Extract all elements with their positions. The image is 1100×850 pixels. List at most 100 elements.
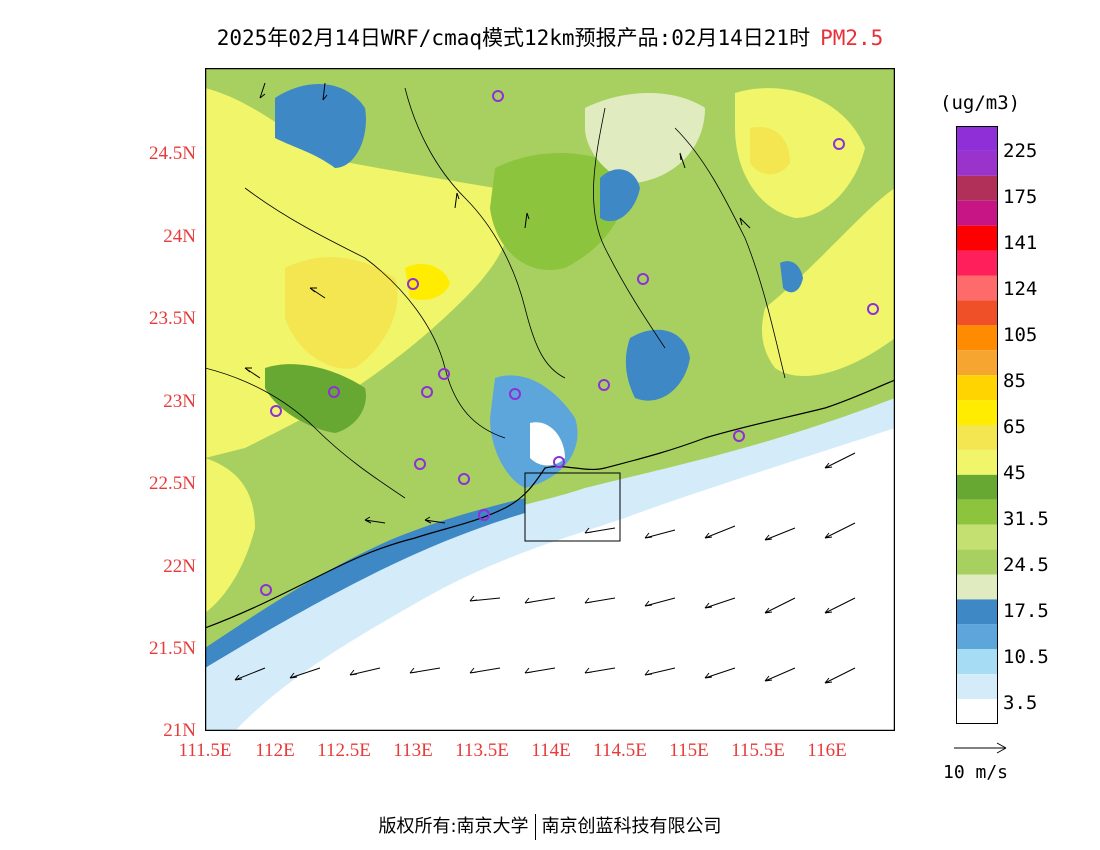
green-mid-1: [490, 153, 627, 270]
colorbar-label: 175: [1003, 186, 1038, 208]
ocean-white: [235, 428, 895, 731]
lon-label: 116E: [807, 740, 847, 761]
colorbar-swatch: [957, 649, 997, 675]
city-marker: [553, 456, 565, 468]
colorbar-label: 31.5: [1003, 508, 1049, 530]
map-title: 2025年02月14日WRF/cmaq模式12km预报产品:02月14日21时 P…: [0, 22, 1100, 52]
city-marker: [478, 509, 490, 521]
lat-label: 21.5N: [149, 638, 196, 659]
lon-label: 114E: [531, 740, 571, 761]
colorbar-swatch: [957, 599, 997, 625]
lon-label: 111.5E: [178, 740, 232, 761]
footer-separator: [534, 814, 536, 840]
wind-arrow: [584, 667, 616, 674]
colorbar-swatch: [957, 524, 997, 550]
colorbar-swatch: [957, 175, 997, 201]
colorbar-swatch: [957, 325, 997, 351]
colorbar-label: 105: [1003, 324, 1038, 346]
wind-legend-arrow-icon: [954, 742, 1007, 754]
colorbar-swatch: [957, 250, 997, 276]
city-marker: [407, 278, 419, 290]
wind-arrow: [244, 367, 261, 379]
title-pollutant: PM2.5: [820, 26, 884, 50]
city-marker: [414, 458, 426, 470]
wind-arrow: [524, 597, 556, 604]
lon-label: 113.5E: [455, 740, 509, 761]
blue-patch-north: [275, 84, 366, 168]
title-main: 2025年02月14日WRF/cmaq模式12km预报产品:02月14日21时: [216, 26, 811, 50]
colorbar-border: [956, 126, 998, 724]
blue-patch-e: [780, 261, 803, 293]
colorbar-label: 85: [1003, 370, 1026, 392]
city-markers: [260, 90, 879, 596]
wind-arrow: [644, 667, 676, 676]
wind-arrow: [289, 667, 321, 679]
wind-arrow: [524, 667, 556, 674]
yellow-dense-2: [405, 263, 450, 300]
city-marker: [438, 368, 450, 380]
yellow-region-east: [762, 188, 895, 377]
wind-arrow: [584, 597, 616, 604]
city-marker: [733, 430, 745, 442]
colorbar-swatch: [957, 449, 997, 475]
city-marker: [867, 303, 879, 315]
colorbar-label: 141: [1003, 232, 1038, 254]
wind-arrow: [704, 597, 736, 609]
wind-arrow: [739, 217, 751, 229]
wind-arrow: [259, 82, 266, 99]
wind-arrow: [764, 527, 796, 541]
colorbar-swatch: [957, 375, 997, 401]
blue-coast-band: [205, 498, 525, 668]
colorbar-swatch: [957, 674, 997, 700]
city-marker: [270, 405, 282, 417]
wind-arrow: [824, 452, 856, 469]
white-pearl-delta: [530, 422, 565, 466]
yellow-region-sw: [205, 458, 255, 613]
colorbar-swatch: [957, 574, 997, 600]
wind-arrow: [679, 152, 686, 169]
wind-arrow: [234, 667, 266, 681]
wind-arrow: [824, 522, 856, 539]
lon-label: 114.5E: [593, 740, 647, 761]
colorbar-swatch: [957, 624, 997, 650]
yellow-dense-3: [750, 127, 790, 175]
city-marker: [637, 273, 649, 285]
lat-label: 24N: [163, 226, 196, 247]
colorbar-label: 225: [1003, 140, 1038, 162]
city-marker: [260, 584, 272, 596]
colorbar-label: 3.5: [1003, 692, 1038, 714]
lat-label: 23N: [163, 391, 196, 412]
wind-arrow: [454, 192, 460, 209]
wind-legend-label: 10 m/s: [943, 762, 1009, 783]
hk-box: [524, 472, 621, 542]
wind-arrow: [644, 529, 676, 539]
city-marker: [328, 386, 340, 398]
wind-arrow: [469, 595, 501, 602]
colorbar-swatch: [957, 350, 997, 376]
footer-left: 版权所有:南京大学: [378, 816, 529, 837]
lon-label: 112E: [255, 740, 295, 761]
wind-arrow: [409, 667, 441, 674]
colorbar-swatch: [957, 425, 997, 450]
admin-boundary-2: [404, 87, 566, 379]
colorbar-unit: (ug/m3): [940, 92, 1021, 114]
wind-arrow: [764, 667, 796, 682]
lon-label: 115E: [669, 740, 709, 761]
wind-arrow: [704, 667, 736, 679]
lon-label: 113E: [393, 740, 433, 761]
colorbar-swatch: [957, 200, 997, 226]
wind-arrow: [349, 667, 381, 676]
colorbar-swatch: [957, 225, 997, 251]
wind-arrow: [824, 597, 856, 614]
colorbar-swatch: [957, 499, 997, 525]
lat-label: 23.5N: [149, 308, 196, 329]
colorbar-swatch: [957, 474, 997, 500]
colorbar-swatch: [957, 400, 997, 425]
lon-label: 115.5E: [731, 740, 785, 761]
colorbar-swatch: [957, 699, 997, 724]
green-pale-1: [585, 93, 705, 183]
wind-arrow: [322, 82, 328, 101]
wind-arrow: [469, 667, 501, 674]
city-marker: [492, 90, 504, 102]
